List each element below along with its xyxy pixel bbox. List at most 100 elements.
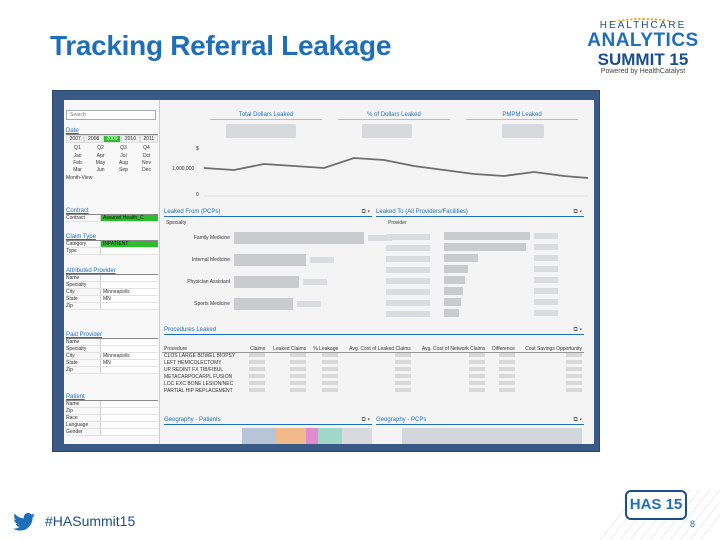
procedures-column-header[interactable]: Avg. Cost of Leaked Claims — [340, 336, 413, 353]
paid-provider-field-value[interactable] — [100, 367, 158, 373]
patient-field-value[interactable] — [100, 408, 158, 414]
attributed-provider-field-value[interactable]: Minneapolis — [100, 289, 158, 295]
attributed-provider-field-row[interactable]: Zip — [66, 303, 158, 310]
paid-provider-field-value[interactable] — [100, 339, 158, 345]
month-option[interactable]: Aug — [119, 160, 128, 166]
panel-controls-icon[interactable]: ⧉ ▾ — [573, 417, 582, 423]
month-view-toggle[interactable]: Month-View — [66, 175, 93, 181]
procedures-table-row[interactable]: PARTIAL HIP REPLACEMENT — [162, 387, 584, 394]
leaked-to-bar[interactable] — [444, 298, 462, 306]
attributed-provider-field-row[interactable]: Name — [66, 275, 158, 282]
claim-type-field-value[interactable]: INPATIENT — [100, 241, 158, 247]
patient-field-row[interactable]: Race — [66, 415, 158, 422]
procedures-column-header[interactable]: Avg. Cost of Network Claims — [412, 336, 488, 353]
attributed-provider-field-value[interactable] — [100, 275, 158, 281]
month-option[interactable]: Jan — [73, 153, 82, 159]
leaked-to-sub: Provider — [388, 220, 407, 226]
panel-controls-icon[interactable]: ⧉ ▾ — [573, 209, 582, 215]
procedures-table-row[interactable]: CLOS LARGE BOWEL BIOPSY — [162, 352, 584, 359]
year-option[interactable]: 2007 — [66, 135, 85, 143]
month-option[interactable]: Oct — [142, 153, 151, 159]
month-option[interactable]: May — [95, 160, 106, 166]
attributed-provider-field-row[interactable]: City Minneapolis — [66, 289, 158, 296]
paid-provider-field-row[interactable]: Specialty — [66, 346, 158, 353]
leaked-to-bar[interactable] — [444, 254, 479, 262]
leaked-to-bar-label — [386, 300, 430, 306]
leaked-from-bar[interactable] — [234, 276, 299, 288]
leaked-to-bar[interactable] — [444, 232, 530, 240]
year-option[interactable]: 2009 — [102, 135, 122, 143]
blurred-value — [469, 352, 486, 357]
panel-controls-icon[interactable]: ⧉ ▾ — [361, 209, 370, 215]
procedures-column-header[interactable]: Procedure — [162, 336, 246, 353]
patient-field-row[interactable]: Name — [66, 401, 158, 408]
patient-field-value[interactable] — [100, 429, 158, 435]
leaked-from-title: Leaked From (PCPs) — [164, 209, 221, 215]
procedures-column-header[interactable]: Difference — [487, 336, 517, 353]
patient-field-value[interactable] — [100, 422, 158, 428]
leaked-from-bar[interactable] — [234, 232, 364, 244]
procedures-column-header[interactable]: Leaked Claims — [267, 336, 309, 353]
month-option[interactable]: Jun — [96, 167, 105, 173]
paid-provider-field-value[interactable]: MN — [100, 360, 158, 366]
attributed-provider-field-row[interactable]: State MN — [66, 296, 158, 303]
contract-field-row[interactable]: Contract Assured Health_C — [66, 215, 158, 222]
patient-field-row[interactable]: Zip — [66, 408, 158, 415]
procedures-column-header[interactable]: Claims — [245, 336, 268, 353]
attributed-provider-field-value[interactable] — [100, 303, 158, 309]
quarter-selector[interactable]: Q1 Q2 Q3 Q4 — [66, 145, 158, 151]
paid-provider-field-row[interactable]: City Minneapolis — [66, 353, 158, 360]
month-option[interactable]: Feb — [73, 160, 82, 166]
search-input[interactable]: Search — [66, 110, 156, 120]
panel-controls-icon[interactable]: ⧉ ▾ — [361, 417, 370, 423]
month-option[interactable]: Mar — [73, 167, 82, 173]
attributed-provider-field-value[interactable]: MN — [100, 296, 158, 302]
contract-field-value[interactable]: Assured Health_C — [100, 215, 158, 221]
year-option[interactable]: 2010 — [121, 135, 140, 143]
patient-field-row[interactable]: Language — [66, 422, 158, 429]
patient-field-value[interactable] — [100, 415, 158, 421]
month-selector[interactable]: Jan Apr Jul Oct Feb May Aug Nov Mar Jun Sep Dec — [66, 153, 158, 173]
procedures-table-row[interactable]: UP REDINT FX TIB/FIBUL — [162, 366, 584, 373]
year-option[interactable]: 2011 — [139, 135, 159, 143]
procedures-column-header[interactable]: % Leakage — [308, 336, 341, 353]
paid-provider-field-row[interactable]: State MN — [66, 360, 158, 367]
month-option[interactable]: Dec — [142, 167, 151, 173]
year-selector[interactable]: 2007 2008 2009 2010 2011 — [66, 135, 159, 143]
month-option[interactable]: Sep — [119, 167, 128, 173]
year-option[interactable]: 2008 — [84, 135, 103, 143]
quarter-option[interactable]: Q3 — [120, 145, 127, 151]
month-option[interactable]: Apr — [96, 153, 105, 159]
blurred-value — [322, 380, 339, 385]
patient-field-row[interactable]: Gender — [66, 429, 158, 436]
paid-provider-field-value[interactable]: Minneapolis — [100, 353, 158, 359]
claim-type-field-value[interactable] — [100, 248, 158, 254]
paid-provider-field-label: City — [66, 353, 75, 359]
trend-y-bottom-label: 0 — [196, 192, 199, 198]
leaked-to-bar[interactable] — [444, 243, 526, 251]
leaked-from-bar[interactable] — [234, 254, 306, 266]
quarter-option[interactable]: Q4 — [143, 145, 150, 151]
attributed-provider-field-value[interactable] — [100, 282, 158, 288]
claim-type-field-row[interactable]: Category INPATIENT — [66, 241, 158, 248]
quarter-option[interactable]: Q2 — [97, 145, 104, 151]
quarter-option[interactable]: Q1 — [74, 145, 81, 151]
leaked-to-bar[interactable] — [444, 309, 460, 317]
paid-provider-field-row[interactable]: Zip — [66, 367, 158, 374]
procedures-table-row[interactable]: METACARPOCARPL FUSION — [162, 373, 584, 380]
procedures-table-row[interactable]: LOC EXC BONE LESION/NEC — [162, 380, 584, 387]
month-option[interactable]: Jul — [120, 153, 127, 159]
patient-field-value[interactable] — [100, 401, 158, 407]
leaked-to-bar[interactable] — [444, 276, 465, 284]
paid-provider-field-row[interactable]: Name — [66, 339, 158, 346]
attributed-provider-field-row[interactable]: Specialty — [66, 282, 158, 289]
paid-provider-field-value[interactable] — [100, 346, 158, 352]
claim-type-field-row[interactable]: Type — [66, 248, 158, 255]
leaked-to-bar[interactable] — [444, 287, 463, 295]
procedures-column-header[interactable]: Cost Savings Opportunity — [516, 336, 584, 353]
month-option[interactable]: Nov — [142, 160, 151, 166]
leaked-from-bar[interactable] — [234, 298, 293, 310]
leaked-to-bar[interactable] — [444, 265, 469, 273]
procedures-table-row[interactable]: LEFT HEMICOLECTOMY — [162, 359, 584, 366]
panel-controls-icon[interactable]: ⧉ ▾ — [573, 327, 582, 333]
